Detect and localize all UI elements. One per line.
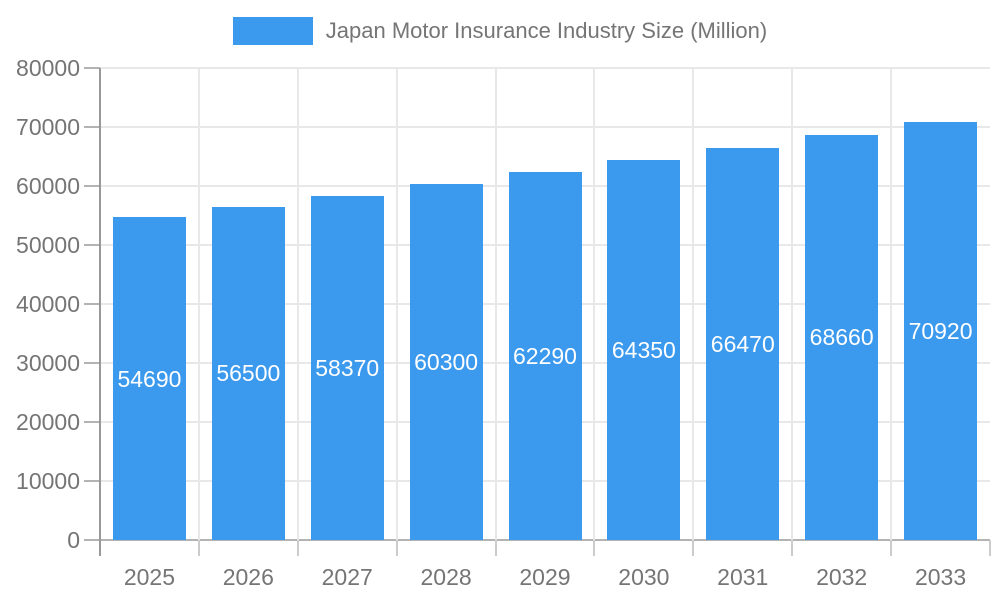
y-axis-tick [84,244,100,246]
legend-swatch [232,17,313,45]
bar-value-label: 70920 [908,317,973,344]
y-axis-label: 40000 [16,291,80,317]
y-axis-label: 80000 [16,55,80,81]
bar-value-label: 64350 [611,337,676,364]
bar: 66470 [706,147,780,540]
x-axis-tick [989,540,991,556]
y-axis-tick [84,303,100,305]
bar: 56500 [211,206,285,540]
y-axis-tick [84,67,100,69]
x-axis-tick [296,540,299,556]
y-axis-label: 60000 [16,173,80,199]
y-axis-tick [84,539,100,541]
x-axis-tick [395,540,398,556]
bar-value-label: 66470 [710,330,775,357]
chart-legend: Japan Motor Insurance Industry Size (Mil… [0,15,1000,47]
x-axis-label: 2030 [618,564,670,590]
gridline-vertical [692,68,695,540]
x-axis-tick [197,540,200,556]
bar: 68660 [805,134,879,540]
bar: 70920 [904,121,978,540]
x-axis-label: 2031 [717,564,769,590]
gridline-vertical [791,68,794,540]
bar: 58370 [310,195,384,540]
y-axis-label: 10000 [16,468,80,494]
x-axis-tick [494,540,497,556]
x-axis-label: 2029 [519,564,571,590]
bar: 60300 [409,184,483,540]
gridline-horizontal [100,67,990,69]
x-axis-label: 2027 [321,564,373,590]
x-axis-tick [791,540,794,556]
baseline [100,539,990,541]
legend-label: Japan Motor Insurance Industry Size (Mil… [325,18,768,43]
y-axis-label: 50000 [16,232,80,258]
y-axis-label: 70000 [16,114,80,140]
y-axis-label: 20000 [16,409,80,435]
bar-value-label: 58370 [315,354,380,381]
x-axis-label: 2028 [420,564,472,590]
x-axis-tick [890,540,893,556]
y-axis-tick [84,126,100,128]
gridline-vertical [890,68,893,540]
gridline-vertical [593,68,596,540]
gridline-horizontal [100,126,990,128]
gridline-vertical [197,68,200,540]
bar: 54690 [112,217,186,540]
y-axis-tick [84,421,100,423]
y-axis-label: 0 [67,527,80,553]
bar-value-label: 68660 [809,324,874,351]
gridline-vertical [296,68,299,540]
x-axis-label: 2026 [222,564,274,590]
x-axis-label: 2025 [123,564,176,590]
x-axis-tick [593,540,596,556]
gridline-vertical [395,68,398,540]
x-axis-label: 2032 [816,564,868,590]
bar: 64350 [607,160,681,540]
bar: 62290 [508,172,582,540]
bar-value-label: 62290 [513,343,577,370]
y-axis-line [99,68,101,556]
y-axis-tick [84,362,100,364]
bar-value-label: 54690 [117,365,182,392]
y-axis-label: 30000 [16,350,80,376]
x-axis-tick [692,540,695,556]
y-axis-tick [84,185,100,187]
bar-value-label: 56500 [216,360,281,387]
gridline-vertical [494,68,497,540]
bar-value-label: 60300 [414,349,479,376]
x-axis-label: 2033 [914,564,967,590]
y-axis-tick [84,480,100,482]
